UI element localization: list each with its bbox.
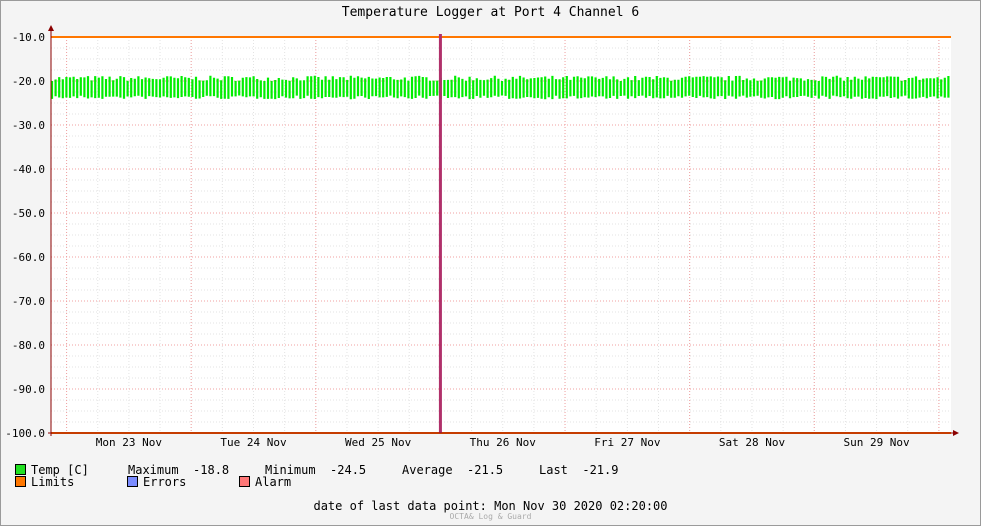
y-tick-label: -40.0 xyxy=(12,163,45,176)
y-tick-label: -70.0 xyxy=(12,295,45,308)
y-tick-label: -10.0 xyxy=(12,31,45,44)
stat-last-value: -21.9 xyxy=(582,463,619,477)
y-axis-arrow xyxy=(48,25,54,31)
legend-temp: Temp [C] xyxy=(15,463,89,477)
stat-maximum-value: -18.8 xyxy=(193,463,230,477)
legend-errors-label: Errors xyxy=(143,475,187,489)
x-tick-label: Sat 28 Nov xyxy=(719,436,786,449)
x-tick-label: Thu 26 Nov xyxy=(470,436,537,449)
legend-errors: Errors xyxy=(127,475,186,489)
legend-alarm-label: Alarm xyxy=(255,475,292,489)
alarm-swatch-icon xyxy=(239,476,250,487)
y-tick-label: -60.0 xyxy=(12,251,45,264)
y-tick-label: -80.0 xyxy=(12,339,45,352)
stat-average-label: Average xyxy=(402,463,453,477)
x-tick-label: Fri 27 Nov xyxy=(594,436,661,449)
y-tick-label: -100.0 xyxy=(5,427,45,440)
x-tick-label: Wed 25 Nov xyxy=(345,436,412,449)
x-tick-label: Tue 24 Nov xyxy=(220,436,287,449)
stat-minimum-label: Minimum xyxy=(265,463,316,477)
credit-text: OCTA& Log & Guard xyxy=(449,512,532,521)
y-tick-label: -20.0 xyxy=(12,75,45,88)
errors-swatch-icon xyxy=(127,476,138,487)
x-tick-label: Sun 29 Nov xyxy=(843,436,910,449)
stat-maximum: Maximum -18.8 xyxy=(128,463,229,477)
legend-alarm: Alarm xyxy=(239,475,291,489)
y-tick-label: -50.0 xyxy=(12,207,45,220)
y-tick-label: -30.0 xyxy=(12,119,45,132)
stat-minimum: Minimum -24.5 xyxy=(265,463,366,477)
x-axis-arrow xyxy=(953,430,959,436)
stat-minimum-value: -24.5 xyxy=(330,463,367,477)
y-tick-label: -90.0 xyxy=(12,383,45,396)
stat-last: Last -21.9 xyxy=(539,463,618,477)
stat-average: Average -21.5 xyxy=(402,463,503,477)
legend-temp-label: Temp [C] xyxy=(31,463,89,477)
legend-limits-label: Limits xyxy=(31,475,75,489)
stat-average-value: -21.5 xyxy=(467,463,504,477)
x-tick-label: Mon 23 Nov xyxy=(96,436,163,449)
stat-maximum-label: Maximum xyxy=(128,463,179,477)
legend-limits: Limits xyxy=(15,475,74,489)
limits-swatch-icon xyxy=(15,476,26,487)
temp-series xyxy=(50,75,950,100)
stat-last-label: Last xyxy=(539,463,568,477)
chart-title: Temperature Logger at Port 4 Channel 6 xyxy=(341,5,640,20)
temp-swatch-icon xyxy=(15,464,26,475)
last-data-point-date: date of last data point: Mon Nov 30 2020… xyxy=(313,499,668,513)
